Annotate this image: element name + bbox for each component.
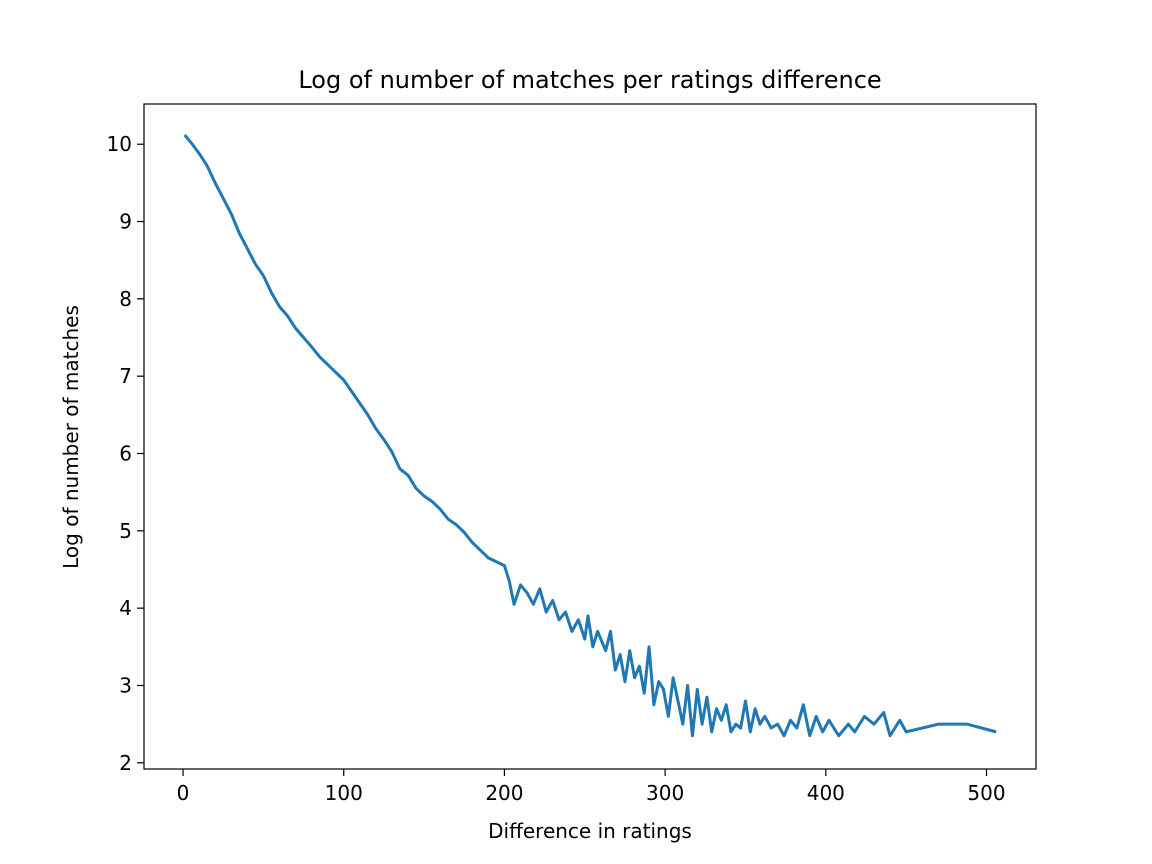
x-tick-label: 400 bbox=[807, 781, 845, 805]
chart-title: Log of number of matches per ratings dif… bbox=[298, 66, 881, 94]
y-tick-label: 5 bbox=[119, 519, 132, 543]
x-tick-label: 300 bbox=[646, 781, 684, 805]
plot-frame bbox=[143, 103, 1037, 770]
y-axis-label: Log of number of matches bbox=[59, 305, 83, 569]
y-tick-label: 8 bbox=[119, 287, 132, 311]
y-tick-label: 10 bbox=[107, 132, 132, 156]
x-axis-label: Difference in ratings bbox=[488, 819, 692, 843]
y-tick-label: 6 bbox=[119, 442, 132, 466]
y-tick-label: 7 bbox=[119, 364, 132, 388]
x-tick-label: 0 bbox=[177, 781, 190, 805]
y-tick-label: 4 bbox=[119, 596, 132, 620]
x-tick-label: 200 bbox=[485, 781, 523, 805]
y-tick-label: 3 bbox=[119, 673, 132, 697]
y-tick-label: 2 bbox=[119, 751, 132, 775]
data-line bbox=[183, 133, 997, 738]
y-tick-label: 9 bbox=[119, 210, 132, 234]
x-tick-label: 100 bbox=[325, 781, 363, 805]
x-tick-label: 500 bbox=[967, 781, 1005, 805]
